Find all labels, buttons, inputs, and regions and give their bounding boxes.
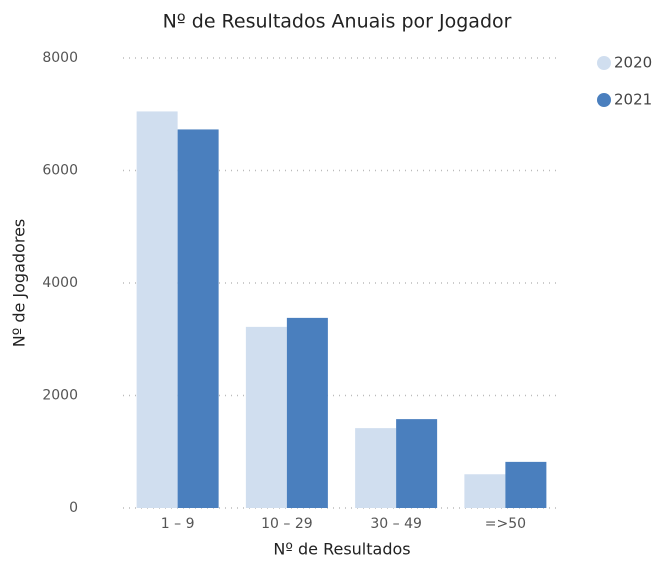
bar: [136, 111, 178, 508]
bar: [245, 326, 287, 508]
x-tick-label: 30 – 49: [370, 516, 422, 532]
y-tick-label: 0: [69, 500, 78, 516]
legend-marker: [597, 93, 611, 107]
legend-label: 2021: [614, 91, 652, 109]
x-tick-label: 10 – 29: [261, 516, 313, 532]
chart-title: Nº de Resultados Anuais por Jogador: [163, 11, 512, 33]
y-axis-title: Nº de Jogadores: [10, 219, 29, 348]
legend-label: 2020: [614, 54, 652, 72]
y-tick-label: 4000: [42, 275, 78, 291]
x-axis-title: Nº de Resultados: [273, 540, 410, 559]
bar: [286, 317, 328, 508]
bar: [505, 461, 547, 508]
bar: [355, 428, 397, 508]
bar: [177, 129, 219, 508]
x-tick-label: =>50: [485, 516, 526, 532]
y-tick-label: 8000: [42, 50, 78, 66]
legend-marker: [597, 56, 611, 70]
y-tick-label: 6000: [42, 163, 78, 179]
bar: [464, 474, 506, 508]
x-tick-label: 1 – 9: [161, 516, 195, 532]
bar: [396, 419, 438, 508]
y-tick-label: 2000: [42, 388, 78, 404]
